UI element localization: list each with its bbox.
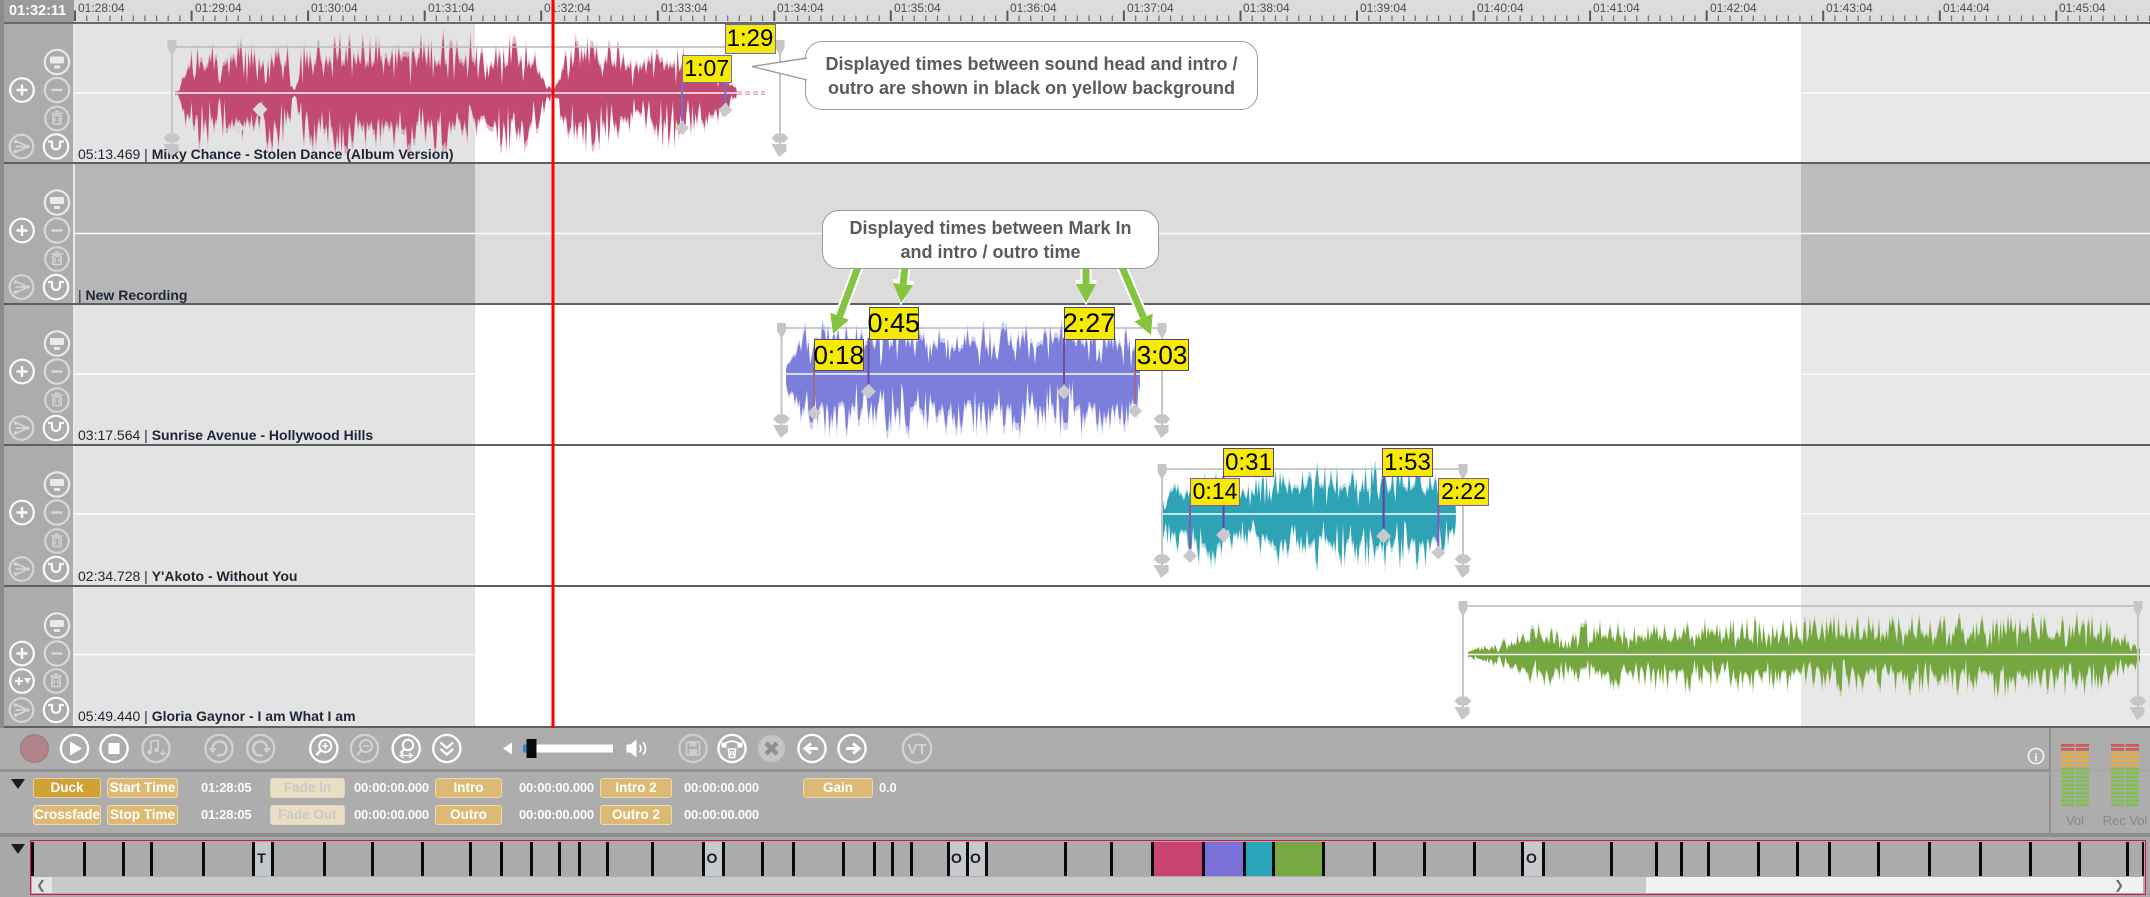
svg-text:VT: VT xyxy=(907,741,926,758)
svg-text:i: i xyxy=(2034,750,2038,764)
